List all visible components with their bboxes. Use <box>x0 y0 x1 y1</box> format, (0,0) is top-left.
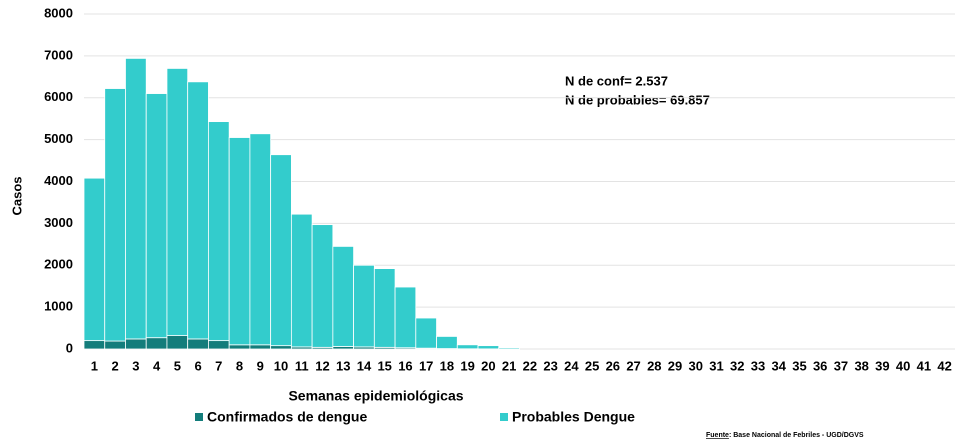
bar-segment <box>104 88 126 342</box>
legend-label: Confirmados de dengue <box>207 409 367 425</box>
x-tick-label: 28 <box>647 358 661 373</box>
source-label: Fuente <box>706 432 729 439</box>
x-tick-label: 19 <box>460 358 474 373</box>
bar-segment <box>270 345 292 350</box>
x-tick-label: 2 <box>111 358 118 373</box>
bar-segment <box>394 286 417 349</box>
bar-segment <box>249 133 272 346</box>
source-text: : Base Nacional de Febriles - UGD/DGVS <box>729 432 864 439</box>
x-tick-label: 37 <box>834 358 848 373</box>
bar-segment <box>187 81 209 340</box>
bar-segment <box>477 345 500 350</box>
x-tick-label: 4 <box>153 358 161 373</box>
bar-segment <box>166 335 189 350</box>
bar-segment <box>353 264 375 348</box>
bar-segment <box>332 246 354 347</box>
x-tick-label: 31 <box>709 358 723 373</box>
annotation: N de probables= 69.857 <box>565 92 710 107</box>
y-tick-label: 4000 <box>44 173 73 188</box>
bar-segment <box>145 337 168 350</box>
x-tick-label: 8 <box>236 358 243 373</box>
x-tick-label: 15 <box>377 358 391 373</box>
x-tick-label: 6 <box>194 358 201 373</box>
bar-segment <box>270 154 292 347</box>
bar-segment <box>373 268 396 348</box>
x-tick-label: 7 <box>215 358 222 373</box>
x-tick-label: 36 <box>813 358 827 373</box>
annotation: N de conf= 2.537 <box>565 73 668 88</box>
bar-segment <box>83 177 106 342</box>
x-tick-label: 16 <box>398 358 412 373</box>
x-tick-label: 13 <box>336 358 350 373</box>
bar-segment <box>125 338 147 350</box>
x-tick-label: 35 <box>792 358 806 373</box>
source: Fuente: Base Nacional de Febriles - UGD/… <box>706 432 864 439</box>
y-tick-label: 8000 <box>44 5 73 20</box>
x-tick-label: 9 <box>257 358 264 373</box>
x-tick-label: 24 <box>564 358 579 373</box>
x-tick-label: 40 <box>896 358 910 373</box>
x-tick-label: 22 <box>523 358 537 373</box>
x-tick-label: 25 <box>585 358 599 373</box>
y-tick-label: 1000 <box>44 299 73 314</box>
bar-segment <box>415 317 437 349</box>
bar-segment <box>125 57 147 340</box>
bar-segment <box>104 340 126 350</box>
bar-segment <box>228 137 251 346</box>
x-tick-label: 32 <box>730 358 744 373</box>
x-tick-label: 29 <box>668 358 682 373</box>
x-tick-label: 23 <box>543 358 557 373</box>
bar-segment <box>228 344 251 350</box>
y-tick-label: 7000 <box>44 47 73 62</box>
bar-segment <box>456 344 479 350</box>
bar-segment <box>166 68 189 337</box>
y-tick-label: 0 <box>66 340 73 355</box>
x-tick-label: 11 <box>295 358 309 373</box>
x-tick-label: 10 <box>274 358 288 373</box>
x-axis-title: Semanas epidemiológicas <box>288 388 463 404</box>
x-tick-label: 33 <box>751 358 765 373</box>
bar-segment <box>145 93 168 339</box>
x-tick-label: 39 <box>875 358 889 373</box>
y-tick-label: 5000 <box>44 131 73 146</box>
bar-segment <box>208 340 230 350</box>
bar-segment <box>436 336 458 349</box>
bar-segment <box>498 347 520 350</box>
x-tick-label: 17 <box>419 358 433 373</box>
x-tick-label: 27 <box>626 358 640 373</box>
x-tick-label: 21 <box>502 358 516 373</box>
x-tick-label: 12 <box>315 358 329 373</box>
x-tick-label: 3 <box>132 358 139 373</box>
legend-label: Probables Dengue <box>512 409 635 425</box>
legend-swatch <box>195 413 203 421</box>
x-tick-label: 30 <box>689 358 703 373</box>
x-tick-label: 1 <box>91 358 98 373</box>
x-tick-label: 5 <box>174 358 181 373</box>
x-tick-label: 14 <box>357 358 372 373</box>
y-tick-label: 6000 <box>44 89 73 104</box>
bar-segment <box>208 121 230 342</box>
bar-segment <box>249 344 272 350</box>
bar-segment <box>83 340 106 350</box>
y-tick-label: 2000 <box>44 257 73 272</box>
x-tick-label: 41 <box>917 358 931 373</box>
bar-segment <box>290 213 313 348</box>
x-tick-label: 20 <box>481 358 495 373</box>
x-tick-label: 38 <box>854 358 868 373</box>
x-tick-label: 34 <box>771 358 786 373</box>
legend-swatch <box>500 413 508 421</box>
bar-segment <box>187 338 209 350</box>
y-axis-title: Casos <box>9 176 24 215</box>
y-tick-label: 3000 <box>44 215 73 230</box>
x-tick-label: 42 <box>937 358 951 373</box>
x-tick-label: 26 <box>606 358 620 373</box>
bar-segment <box>311 224 334 348</box>
x-tick-label: 18 <box>440 358 454 373</box>
